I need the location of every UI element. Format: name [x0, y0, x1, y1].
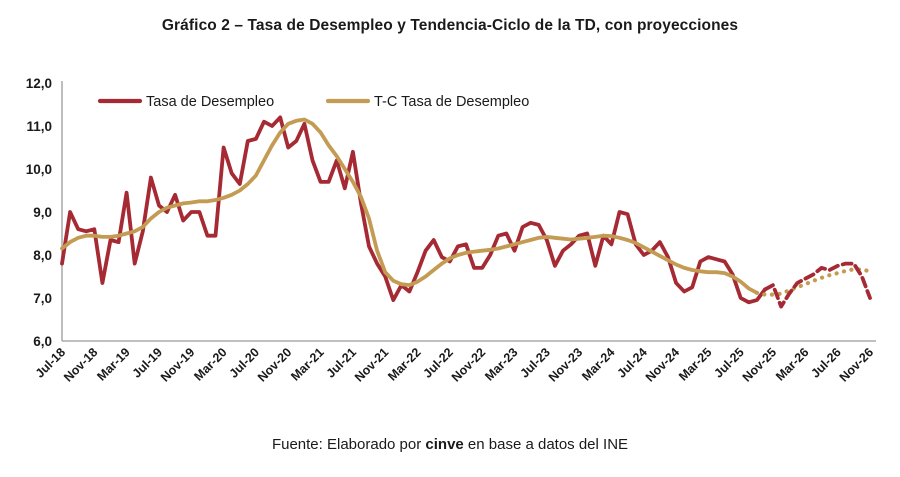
- source-note: Fuente: Elaborado por cinve en base a da…: [0, 436, 900, 453]
- x-tick-label: Mar-24: [579, 345, 617, 383]
- x-tick-label: Mar-25: [676, 345, 714, 383]
- trend-history-line: [60, 117, 759, 295]
- legend-label-trend: T-C Tasa de Desempleo: [374, 94, 529, 110]
- trend-projection-dotted-line: [754, 267, 873, 297]
- cinve-brand: cinve: [425, 436, 464, 453]
- y-tick-label: 8,0: [33, 248, 52, 263]
- x-tick-label: Nov-26: [837, 345, 876, 384]
- source-text-prefix: Fuente: Elaborado por: [271, 436, 426, 453]
- legend-label-unemployment: Tasa de Desempleo: [146, 94, 274, 110]
- x-tick-label: Nov-19: [158, 345, 197, 384]
- x-tick-label: Nov-18: [61, 345, 100, 384]
- y-tick-label: 7,0: [33, 291, 52, 306]
- x-tick-label: Mar-23: [482, 345, 520, 383]
- y-tick-label: 11,0: [26, 119, 52, 134]
- x-tick-label: Nov-20: [255, 345, 294, 384]
- y-tick-label: 6,0: [33, 334, 52, 349]
- source-text-suffix: en base a datos del INE: [463, 436, 629, 453]
- y-tick-label: 10,0: [26, 162, 52, 177]
- x-tick-label: Mar-20: [191, 345, 229, 383]
- x-tick-label: Nov-21: [352, 345, 391, 384]
- y-tick-label: 9,0: [33, 205, 52, 220]
- x-tick-label: Nov-24: [643, 345, 682, 384]
- x-tick-label: Mar-22: [385, 345, 423, 383]
- chart-title: Gráfico 2 – Tasa de Desempleo y Tendenci…: [161, 17, 739, 34]
- unemployment-history-line: [60, 115, 767, 305]
- y-tick-label: 12,0: [26, 76, 52, 91]
- x-tick-label: Mar-19: [94, 345, 132, 383]
- x-tick-label: Nov-25: [740, 345, 779, 384]
- x-tick-label: Mar-21: [288, 345, 326, 383]
- x-tick-label: Nov-23: [546, 345, 585, 384]
- x-tick-label: Nov-22: [449, 345, 488, 384]
- unemployment-chart: 12,011,010,09,08,07,06,0Jul-18Nov-18Mar-…: [26, 76, 876, 385]
- x-tick-label: Mar-26: [773, 345, 811, 383]
- unemployment-projection-dashed-line: [763, 261, 872, 309]
